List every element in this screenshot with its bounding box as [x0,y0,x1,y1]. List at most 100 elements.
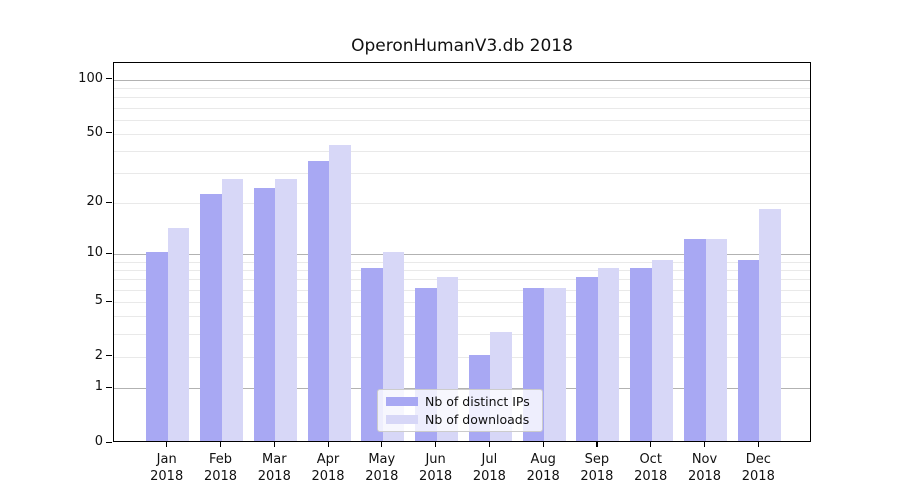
gridline-minor-20 [114,203,810,205]
x-tick-month-jun: Jun [425,452,446,467]
bar-downloads-oct [651,259,674,441]
legend-row-distinct-ips: Nb of distinct IPs [386,394,534,409]
x-tick-label-jun: Jun 2018 [404,451,468,485]
y-tick-label-0: 0 [94,434,103,449]
bar-downloads-aug [544,287,566,441]
x-tick-year-feb: 2018 [203,469,238,484]
x-tick-month-aug: Aug [530,452,556,467]
x-tick-mark-aug [542,442,544,447]
x-tick-year-jun: 2018 [419,469,453,484]
gridline-major-1 [114,388,810,390]
y-tick-label-50: 50 [86,124,103,140]
x-tick-month-mar: Mar [262,452,287,467]
y-tick-label-5: 5 [94,293,103,308]
legend-swatch-distinct-ips [386,397,418,407]
x-tick-label-may: May 2018 [350,451,414,485]
gridline-minor-60 [114,119,810,121]
legend-label-downloads: Nb of downloads [425,411,530,427]
bar-distinct-ips-dec [737,259,760,441]
x-tick-year-aug: 2018 [526,469,560,484]
x-tick-month-oct: Oct [639,452,662,467]
x-tick-month-sep: Sep [584,452,610,467]
x-tick-label-feb: Feb 2018 [189,451,253,485]
y-tick-mark-1 [106,386,112,389]
x-tick-mark-apr [327,442,329,447]
x-tick-month-may: May [368,452,396,467]
x-tick-mark-oct [650,442,652,447]
legend-row-downloads: Nb of downloads [386,412,534,427]
plot-area [113,62,811,442]
gridline-minor-70 [114,107,810,109]
x-tick-mark-jul [488,442,491,447]
x-tick-label-jul: Jul 2018 [457,451,521,485]
x-tick-month-apr: Apr [316,452,340,467]
gridline-minor-8 [114,270,810,272]
bar-distinct-ips-oct [630,268,652,441]
gridline-minor-90 [114,88,810,89]
x-tick-year-dec: 2018 [741,469,775,484]
x-tick-mark-jun [435,442,437,447]
gridline-major-100 [114,79,810,81]
chart-title: OperonHumanV3.db 2018 [351,36,573,56]
gridline-major-10 [114,254,810,256]
legend: Nb of distinct IPs Nb of downloads [377,389,543,432]
bar-downloads-nov [705,239,727,441]
x-tick-label-oct: Oct 2018 [619,451,683,485]
gridline-minor-30 [114,172,810,174]
legend-label-distinct-ips: Nb of distinct IPs [425,394,530,410]
x-tick-year-may: 2018 [365,469,399,484]
x-tick-month-dec: Dec [745,452,771,467]
y-tick-mark-100 [106,78,112,80]
y-tick-mark-50 [106,132,112,134]
x-tick-mark-nov [704,442,706,447]
x-tick-year-nov: 2018 [687,469,722,484]
bar-distinct-ips-feb [200,194,222,441]
y-tick-label-10: 10 [86,245,103,261]
gridline-minor-40 [114,150,810,152]
x-tick-label-mar: Mar 2018 [242,451,306,485]
bar-distinct-ips-jan [146,252,168,441]
x-tick-month-feb: Feb [208,452,233,467]
legend-swatch-downloads [386,414,418,424]
y-tick-label-20: 20 [86,194,103,210]
bar-downloads-mar [275,178,297,441]
gridline-minor-3 [114,333,810,335]
x-tick-mark-jan [166,442,168,447]
x-tick-mark-sep [596,442,598,447]
x-tick-label-jan: Jan 2018 [135,451,199,485]
x-tick-mark-feb [220,442,222,447]
x-tick-year-mar: 2018 [257,469,291,484]
y-tick-label-100: 100 [78,70,103,86]
x-tick-label-aug: Aug 2018 [511,451,575,485]
y-tick-mark-20 [106,201,112,204]
y-tick-mark-10 [106,252,112,254]
x-tick-mark-mar [273,442,275,447]
gridline-minor-2 [114,356,810,358]
gridline-minor-7 [114,279,810,281]
gridline-minor-6 [114,289,810,291]
bar-downloads-jan [167,227,190,441]
y-tick-label-2: 2 [94,347,103,363]
y-tick-mark-2 [106,355,112,357]
x-tick-year-sep: 2018 [580,469,614,484]
bar-distinct-ips-nov [684,239,706,441]
x-tick-label-nov: Nov 2018 [673,451,737,485]
bar-downloads-dec [759,209,781,441]
bar-downloads-apr [329,145,351,441]
bar-downloads-feb [221,178,243,441]
bar-distinct-ips-sep [576,277,598,441]
x-tick-year-oct: 2018 [634,469,668,484]
x-tick-label-apr: Apr 2018 [296,451,360,485]
gridline-minor-4 [114,316,810,318]
x-tick-year-jan: 2018 [150,469,184,484]
gridline-minor-80 [114,97,810,99]
bar-distinct-ips-apr [307,161,329,441]
x-tick-month-jan: Jan [156,452,177,467]
gridline-minor-50 [114,133,810,135]
x-tick-month-nov: Nov [691,452,718,467]
x-tick-year-jul: 2018 [472,469,506,484]
x-tick-mark-dec [757,442,759,447]
bar-distinct-ips-mar [253,187,276,441]
bar-downloads-sep [597,268,620,441]
